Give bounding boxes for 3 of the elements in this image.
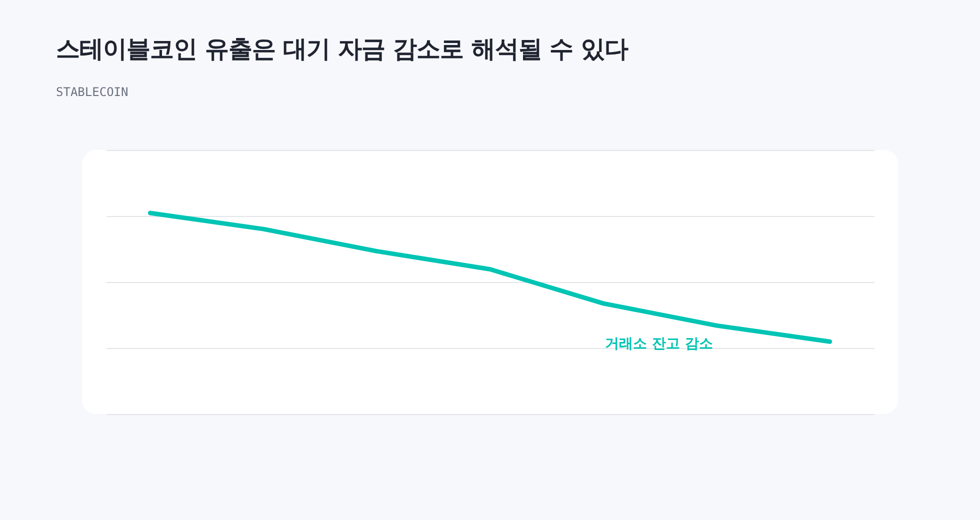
- chart-subtitle: STABLECOIN: [56, 85, 128, 99]
- chart-title: 스테이블코인 유출은 대기 자금 감소로 해석될 수 있다: [56, 34, 628, 65]
- annotation: 거래소 잔고 감소: [605, 336, 713, 352]
